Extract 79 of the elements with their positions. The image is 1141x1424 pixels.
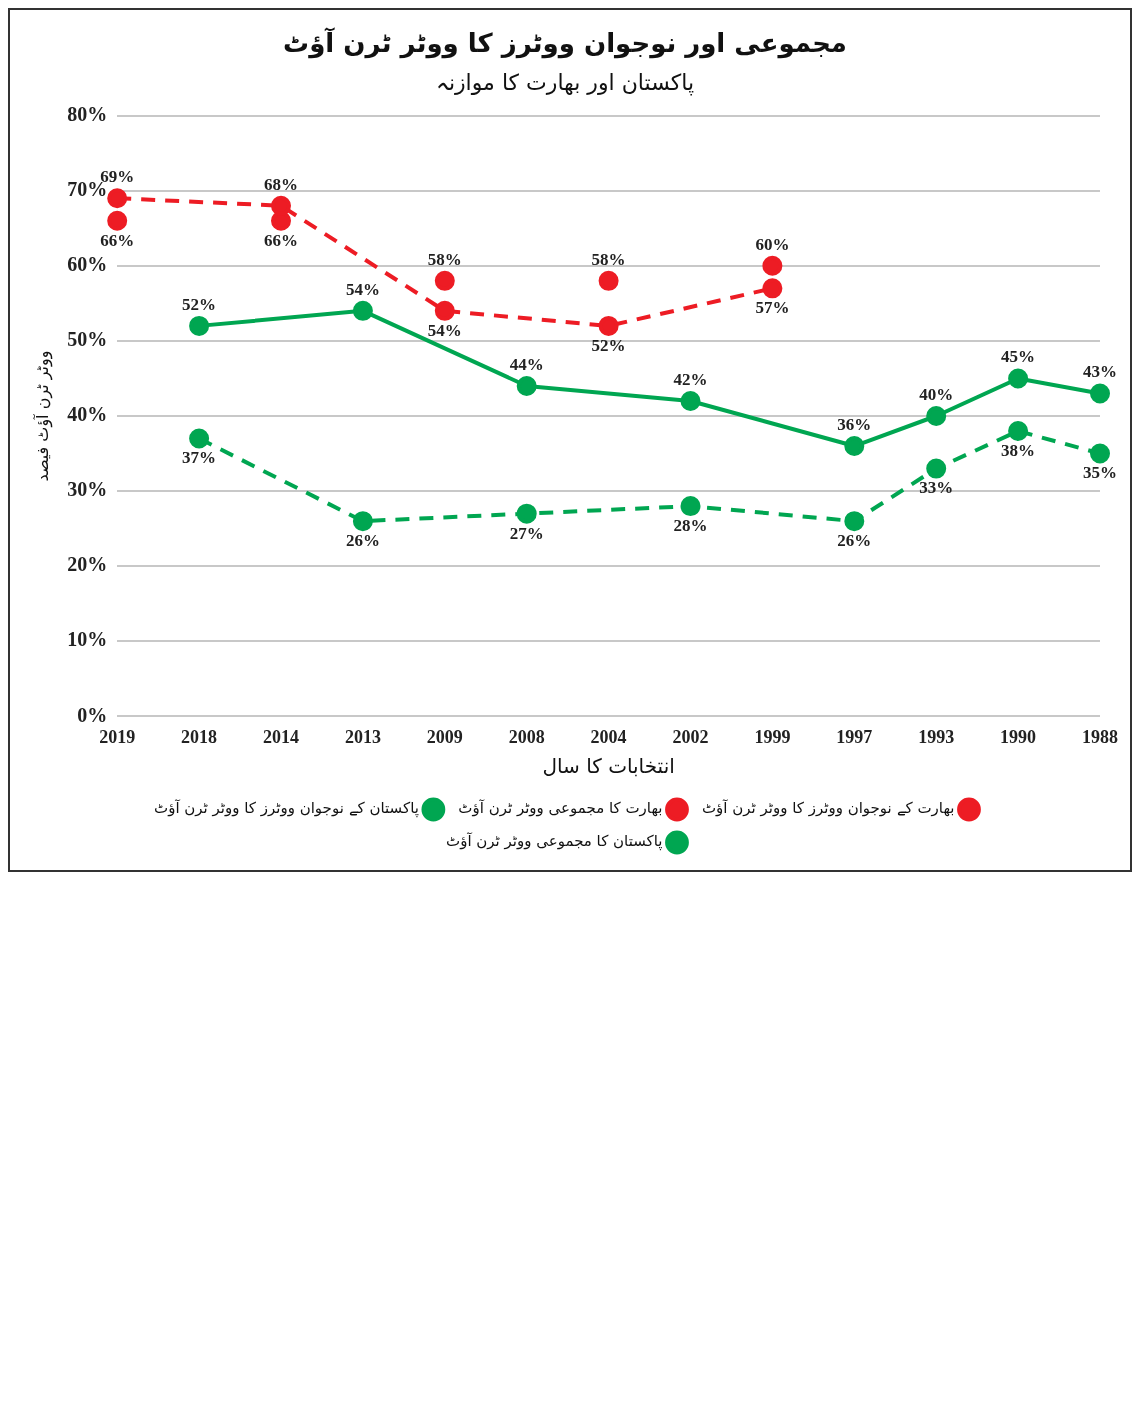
legend-label: بھارت کے نوجوان ووٹرز کا ووٹر ٹرن آؤٹ: [701, 799, 955, 818]
point: [1008, 421, 1029, 442]
y-axis-title: ووٹر ٹرن آؤٹ فیصد: [32, 350, 53, 482]
x-tick-label: 1997: [836, 726, 873, 747]
data-label: 43%: [1083, 362, 1117, 382]
point: [107, 210, 128, 231]
data-label: 38%: [1001, 440, 1036, 460]
x-tick-label: 2009: [426, 726, 463, 747]
data-label: 27%: [509, 523, 544, 543]
data-label: 44%: [509, 354, 544, 374]
legend-label: بھارت کا مجموعی ووٹر ٹرن آؤٹ: [458, 799, 663, 818]
legend-label: پاکستان کا مجموعی ووٹر ٹرن آؤٹ: [446, 832, 663, 852]
data-label: 33%: [919, 478, 954, 498]
point: [1090, 383, 1110, 404]
y-tick-label: 80%: [67, 102, 108, 125]
chart-subtitle: پاکستان اور بھارت کا موازنہ: [435, 70, 695, 97]
point: [352, 300, 373, 321]
point: [516, 503, 537, 524]
data-label: 58%: [427, 249, 462, 269]
data-label: 58%: [591, 249, 626, 269]
point: [926, 406, 947, 426]
point: [189, 428, 210, 449]
y-tick-label: 20%: [67, 553, 108, 576]
data-label: 42%: [673, 369, 708, 389]
x-tick-label: 2019: [99, 726, 136, 747]
point: [762, 255, 783, 276]
point: [680, 390, 701, 411]
x-tick-label: 2013: [344, 726, 381, 747]
data-label: 45%: [1001, 347, 1036, 367]
data-label: 35%: [1083, 463, 1117, 483]
x-tick-label: 2008: [508, 726, 545, 747]
x-tick-label: 2004: [590, 726, 627, 747]
data-label: 66%: [100, 230, 135, 250]
point: [434, 300, 455, 321]
data-label: 52%: [591, 335, 626, 355]
point: [189, 315, 210, 336]
point: [762, 278, 783, 299]
data-label: 52%: [182, 294, 217, 314]
data-label: 60%: [755, 234, 790, 254]
chart-title: مجموعی اور نوجوان ووٹرز کا ووٹر ٹرن آؤٹ: [283, 27, 847, 60]
x-tick-label: 1999: [754, 726, 791, 747]
y-tick-label: 30%: [67, 478, 108, 501]
y-tick-label: 10%: [67, 628, 108, 651]
x-tick-label: 2014: [263, 726, 299, 747]
y-tick-label: 50%: [67, 328, 108, 351]
data-label: 40%: [919, 384, 954, 404]
point: [107, 188, 128, 209]
x-tick-label: 1988: [1082, 726, 1118, 747]
point: [271, 195, 291, 216]
point: [1008, 368, 1029, 389]
x-tick-label: 2002: [672, 726, 709, 747]
y-tick-label: 40%: [67, 403, 108, 426]
data-label: 57%: [755, 298, 790, 318]
point: [516, 375, 537, 396]
data-label: 54%: [345, 279, 380, 299]
y-tick-label: 0%: [77, 703, 108, 726]
point: [352, 511, 373, 532]
data-label: 36%: [837, 414, 872, 434]
point: [434, 270, 455, 291]
data-label: 66%: [264, 230, 298, 250]
point: [598, 270, 619, 291]
data-label: 26%: [345, 531, 380, 551]
point: [844, 436, 865, 457]
point: [1090, 443, 1110, 464]
point: [926, 458, 947, 479]
x-axis-title: انتخابات کا سال: [542, 754, 675, 779]
point: [844, 511, 865, 532]
legend-label: پاکستان کے نوجوان ووٹرز کا ووٹر ٹرن آؤٹ: [154, 799, 419, 819]
y-tick-label: 60%: [67, 252, 108, 275]
point: [598, 315, 619, 336]
data-label: 26%: [837, 531, 872, 551]
data-label: 37%: [182, 448, 217, 468]
x-tick-label: 1993: [918, 726, 955, 747]
data-label: 68%: [264, 174, 298, 194]
data-label: 28%: [673, 516, 708, 536]
x-tick-label: 1990: [1000, 726, 1037, 747]
x-tick-label: 2018: [181, 726, 218, 747]
point: [680, 496, 701, 517]
data-label: 54%: [427, 320, 462, 340]
